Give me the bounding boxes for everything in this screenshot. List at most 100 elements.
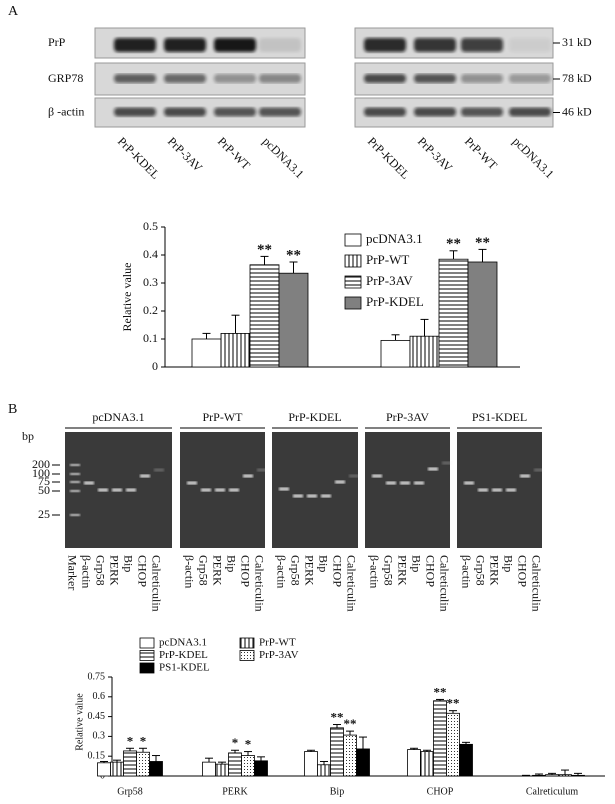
significance: ** [286,247,301,263]
marker-label: 25 [38,507,50,521]
blot-band [259,38,301,52]
lane-label: CHOP [330,555,344,587]
gel-band [414,481,424,485]
gel-band [534,468,544,472]
gel-band [321,494,331,498]
lane-label: CHOP [423,555,437,587]
y-axis-label: Relative value [74,693,85,751]
legend-label: PrP-WT [366,252,409,267]
legend-label: PrP-KDEL [366,294,424,309]
gel-title: PrP-WT [203,410,244,424]
lane-label: PrP-KDEL [365,134,413,182]
significance: ** [344,716,357,731]
gel-band [98,488,108,492]
bar [149,761,163,777]
bp-label: bp [22,429,34,443]
blot-band [509,107,551,117]
lane-label: Bip [224,555,238,572]
blot-band [509,74,551,83]
lane-label: PERK [395,555,409,586]
lane-label: Grp58 [473,555,487,586]
lane-label: Calreticulin [437,555,451,612]
marker-label: 75 [38,474,50,488]
gel-band [400,481,410,485]
gel-band [257,468,267,472]
gel-title: pcDNA3.1 [92,410,144,424]
y-tick-label: 0.4 [143,247,158,261]
lane-label: β-actin [367,555,381,588]
lane-label: β-actin [182,555,196,588]
y-tick-label: 0.3 [143,275,158,289]
blot-band [259,74,301,83]
legend-label: pcDNA3.1 [366,231,423,246]
blot-band [461,74,503,83]
legend-label: PrP-3AV [259,649,299,661]
bar [215,763,229,777]
x-tick-label: PERK [222,786,248,797]
significance: * [245,737,252,752]
bar [97,762,111,777]
bar [446,712,460,777]
legend-swatch [344,254,362,268]
panel-label: B [8,402,17,417]
lane-label: Grp58 [93,555,107,586]
lane-label: CHOP [515,555,529,587]
bar [278,272,309,368]
bar [409,335,440,368]
gel-band [293,494,303,498]
gel-band [335,480,345,484]
marker-label: 200 [32,457,50,471]
lane-label: pcDNA3.1 [510,134,557,181]
blot-band [509,38,551,52]
gel-band [70,490,80,492]
lane-label: Bip [409,555,423,572]
bar [304,751,318,777]
y-tick-label: 0.15 [88,750,106,761]
blot-band [164,107,206,117]
legend-swatch [139,662,155,674]
lane-label: Calreticulin [149,555,163,612]
lane-label: PERK [302,555,316,586]
significance: ** [475,235,490,251]
y-tick-label: 0.75 [88,671,106,682]
blot-band [414,107,456,117]
blot-band [414,74,456,83]
legend-label: pcDNA3.1 [159,637,207,649]
bar [356,748,370,777]
y-tick-label: 0 [152,359,158,373]
legend-label: PrP-WT [259,637,296,649]
gel-band [464,481,474,485]
marker-label: 50 [38,483,50,497]
x-tick-label: Grp58 [117,786,143,797]
bar [249,264,280,368]
gel-band [215,488,225,492]
lane-label: PERK [487,555,501,586]
gel-band [520,474,530,478]
row-label: PrP [48,35,66,49]
bar [407,749,421,777]
lane-label: CHOP [238,555,252,587]
significance: * [232,735,239,750]
blot-band [461,107,503,117]
significance: ** [447,696,460,711]
bar [558,774,572,777]
y-tick-label: 0.45 [88,711,106,722]
y-tick-label: 0.1 [143,331,158,345]
legend-label: PrP-3AV [366,273,413,288]
blot-band [114,107,156,117]
blot-band [259,107,301,117]
bar [571,774,585,777]
significance: ** [446,236,461,252]
bar [228,752,242,777]
bar [202,761,216,777]
lane-label: pcDNA3.1 [260,134,307,181]
x-tick-label: CHOP [427,786,454,797]
gel-title: PS1-KDEL [472,410,527,424]
blot-band [214,107,256,117]
bar [438,258,469,368]
gel-band [187,481,197,485]
size-label: 78 kD [562,71,592,85]
gel-band [70,464,80,466]
lane-label: PrP-WT [462,134,501,173]
gel-band [140,474,150,478]
